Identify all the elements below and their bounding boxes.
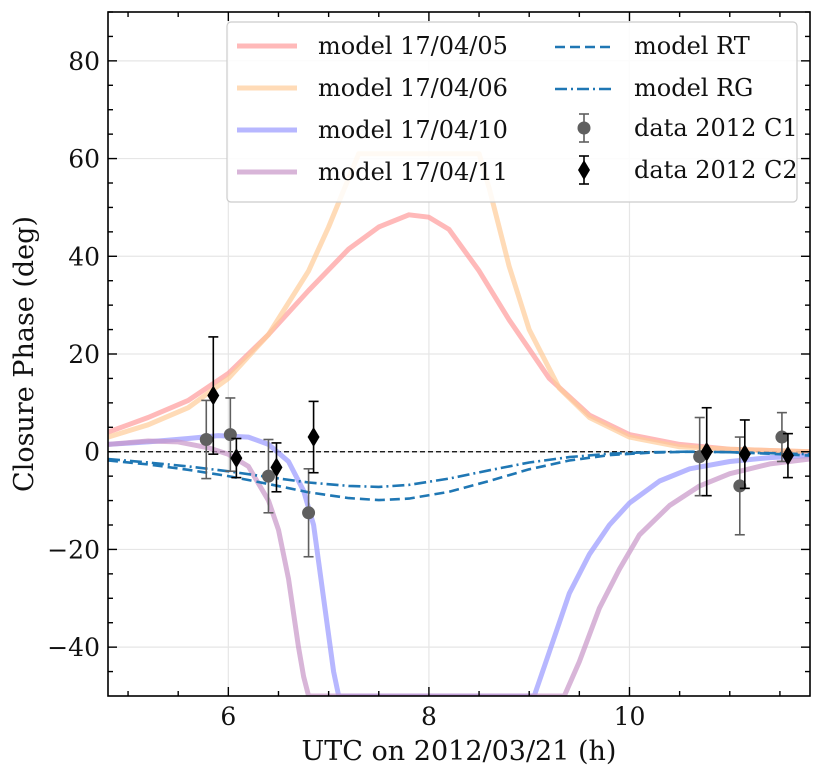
diamond-marker	[270, 457, 283, 478]
x-tick-label: 10	[614, 702, 646, 731]
data-point	[270, 442, 283, 493]
circle-marker	[261, 469, 275, 483]
x-tick-label: 6	[220, 702, 236, 731]
data-point	[230, 437, 243, 479]
legend-item: data 2012 C2	[578, 155, 798, 185]
legend-circle-marker	[577, 121, 591, 135]
y-tick-label: 20	[68, 340, 100, 369]
legend-label: model 17/04/10	[318, 116, 508, 144]
x-axis-label: UTC on 2012/03/21 (h)	[302, 736, 617, 767]
diamond-marker	[307, 427, 320, 448]
y-tick-label: 60	[68, 145, 100, 174]
diamond-marker	[738, 444, 751, 465]
data-point	[302, 468, 316, 558]
legend-label: model 17/04/05	[318, 32, 508, 60]
diamond-marker	[700, 441, 713, 462]
reference-line-0	[108, 450, 810, 502]
y-tick-label: −40	[47, 633, 100, 662]
y-axis-label: Closure Phase (deg)	[9, 216, 40, 492]
legend-item: model RG	[555, 74, 753, 102]
x-tick-label: 8	[421, 702, 437, 731]
legend-item: model 17/04/06	[237, 74, 508, 102]
legend-item: model 17/04/10	[237, 116, 508, 144]
data-point	[207, 336, 220, 455]
legend-item: model 17/04/11	[237, 158, 508, 186]
tick-labels: 6 8 10 −40 −20 0 20 40 60 80	[47, 47, 645, 731]
data-point	[738, 419, 751, 490]
legend-label: model RG	[634, 74, 753, 102]
data-point	[199, 399, 213, 480]
legend-label: data 2012 C2	[634, 156, 798, 184]
legend-item: data 2012 C1	[577, 113, 798, 143]
circle-marker	[302, 506, 316, 520]
data-point	[781, 432, 794, 479]
diamond-marker	[230, 448, 243, 469]
y-tick-label: 40	[68, 242, 100, 271]
legend: model 17/04/05 model 17/04/06 model 17/04/…	[226, 21, 798, 203]
legend-item: model 17/04/05	[237, 32, 508, 60]
model-line-3	[108, 438, 810, 696]
axis-ticks	[108, 11, 810, 696]
circle-marker	[775, 430, 789, 444]
legend-label: data 2012 C1	[634, 114, 798, 142]
legend-item: model RT	[555, 32, 750, 60]
model-line-2	[108, 433, 810, 696]
legend-box	[226, 21, 798, 203]
data-point	[307, 400, 320, 474]
y-tick-label: −20	[47, 535, 100, 564]
data-points	[199, 336, 794, 558]
y-tick-label: 0	[84, 438, 100, 467]
diamond-marker	[207, 385, 220, 406]
legend-label: model 17/04/06	[318, 74, 508, 102]
circle-marker	[199, 433, 213, 446]
data-point	[261, 438, 275, 514]
y-tick-label: 80	[68, 47, 100, 76]
legend-label: model RT	[634, 32, 750, 60]
legend-label: model 17/04/11	[318, 158, 508, 186]
diamond-marker	[781, 445, 794, 466]
legend-diamond-marker	[578, 160, 590, 180]
data-point	[700, 406, 713, 497]
circle-marker	[733, 479, 747, 493]
